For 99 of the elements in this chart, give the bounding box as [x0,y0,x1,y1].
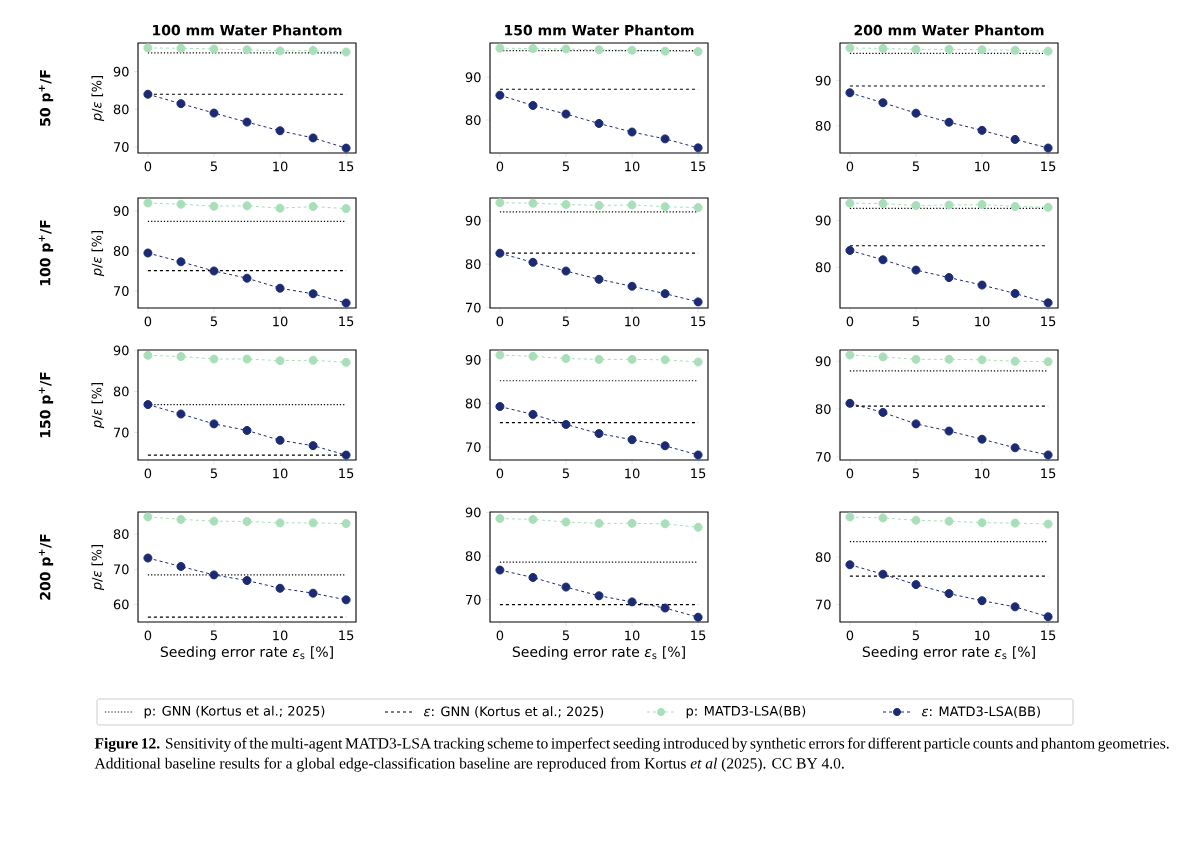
y-tick-label: 80 [815,404,831,414]
x-tick-label: 10 [273,161,288,172]
x-tick-label: 5 [562,468,569,479]
y-tick-label: 80 [815,120,831,131]
x-tick-label: 0 [846,316,854,327]
x-tick-label: 0 [846,161,854,172]
y-axis-title: p/ε [%] [91,75,105,122]
y-tick-label: 70 [466,594,481,605]
x-tick-label: 10 [625,316,640,327]
x-tick-label: 15 [1041,630,1056,641]
text: 50 p$^{+}$/F [38,70,54,126]
x-tick-label: 15 [1041,316,1056,327]
x-tick-label: 15 [1041,468,1056,479]
y-tick-label: 70 [114,427,129,438]
x-tick-label: 5 [562,316,569,327]
y-tick-label: 70 [816,599,831,610]
y-tick-label: 80 [815,262,831,273]
legend-label: ε: GNN (Kortus et al.; 2025) [424,706,604,718]
y-tick-label: 80 [113,529,129,540]
legend-label: p: GNN (Kortus et al.; 2025) [144,705,325,719]
x-tick-label: 0 [144,161,152,172]
x-tick-label: 0 [846,630,854,641]
text: Figure 12. Sensitivity of the multi-agent MATD3-LSA tracking scheme to imperfect seeding introduced by synthetic errors for different particle counts and phantom geometries. Additional baseline results for a global edge-classification baseline are reproduced from Kortus et al (2025). CC BY 4.0. [94,737,1169,772]
x-tick-label: 0 [144,630,152,641]
x-tick-label: 10 [975,161,990,172]
y-tick-label: 90 [465,215,481,226]
x-tick-label: 10 [975,468,990,479]
y-tick-label: 70 [114,286,129,296]
x-tick-label: 10 [975,316,990,327]
y-tick-label: 80 [113,386,129,397]
x-tick-label: 10 [625,468,640,479]
x-tick-label: 0 [846,468,854,479]
chart-title: 100 mm Water Phantom [153,24,342,36]
y-tick-label: 80 [465,551,481,562]
x-tick-label: 10 [273,468,288,479]
x-tick-label: 15 [339,161,354,172]
x-axis-title: Seeding error rate ε$_{s}$ [%] [512,646,685,660]
x-tick-label: 5 [210,316,217,327]
x-tick-label: 10 [625,161,640,172]
x-tick-label: 15 [339,630,354,641]
x-tick-label: 10 [625,630,640,641]
chart-title: 200 mm Water Phantom [854,24,1044,36]
x-tick-label: 5 [210,161,217,172]
y-tick-label: 80 [465,398,481,409]
y-tick-label: 80 [465,115,481,125]
x-tick-label: 5 [912,161,919,172]
y-tick-label: 90 [465,354,481,365]
x-axis-title: Seeding error rate ε$_{s}$ [%] [160,646,333,660]
text: 150 p$^{+}$/F [38,372,54,438]
text: 100 p$^{+}$/F [38,220,54,286]
x-tick-label: 10 [273,316,288,327]
x-tick-label: 5 [562,161,569,172]
y-tick-label: 90 [815,75,831,86]
y-axis-title: p/ε [%] [91,230,105,277]
y-tick-label: 90 [113,206,129,216]
y-tick-label: 70 [816,451,831,462]
x-tick-label: 15 [691,630,706,641]
y-tick-label: 80 [113,246,129,256]
y-tick-label: 80 [465,259,481,270]
x-tick-label: 15 [1041,161,1056,172]
y-tick-label: 80 [113,104,129,115]
y-tick-label: 70 [114,142,129,152]
chart-title: 150 mm Water Phantom [505,24,694,36]
y-tick-label: 90 [465,72,481,83]
x-tick-label: 10 [273,630,288,641]
x-tick-label: 5 [912,630,919,641]
x-tick-label: 5 [912,316,919,327]
x-tick-label: 5 [562,630,569,641]
y-tick-label: 70 [114,564,129,575]
y-axis-title: p/ε [%] [91,544,105,591]
text: 200 p$^{+}$/F [38,534,54,600]
y-tick-label: 90 [465,507,481,518]
y-tick-label: 90 [113,345,129,356]
y-tick-label: 60 [113,599,129,610]
x-tick-label: 5 [210,630,217,641]
x-tick-label: 15 [339,316,354,327]
x-axis-title: Seeding error rate ε$_{s}$ [%] [862,646,1035,660]
y-tick-label: 90 [815,356,831,367]
x-tick-label: 0 [496,468,504,479]
x-tick-label: 0 [496,630,504,641]
x-tick-label: 15 [691,161,706,172]
x-tick-label: 0 [144,468,152,479]
y-tick-label: 70 [466,302,481,313]
x-tick-label: 10 [975,630,990,641]
x-tick-label: 15 [691,468,706,479]
y-tick-label: 70 [466,442,481,453]
y-tick-label: 80 [815,552,831,563]
x-tick-label: 0 [144,316,152,327]
x-tick-label: 5 [210,468,217,479]
x-tick-label: 15 [339,468,354,479]
legend-label: ε: MATD3-LSA(BB) [922,706,1040,718]
x-tick-label: 15 [691,316,706,327]
x-tick-label: 0 [496,161,504,172]
x-tick-label: 0 [496,316,504,327]
y-axis-title: p/ε [%] [91,382,105,429]
legend-label: p: MATD3-LSA(BB) [686,705,806,719]
y-tick-label: 90 [815,215,831,226]
x-tick-label: 5 [912,468,919,479]
y-tick-label: 90 [113,66,129,77]
